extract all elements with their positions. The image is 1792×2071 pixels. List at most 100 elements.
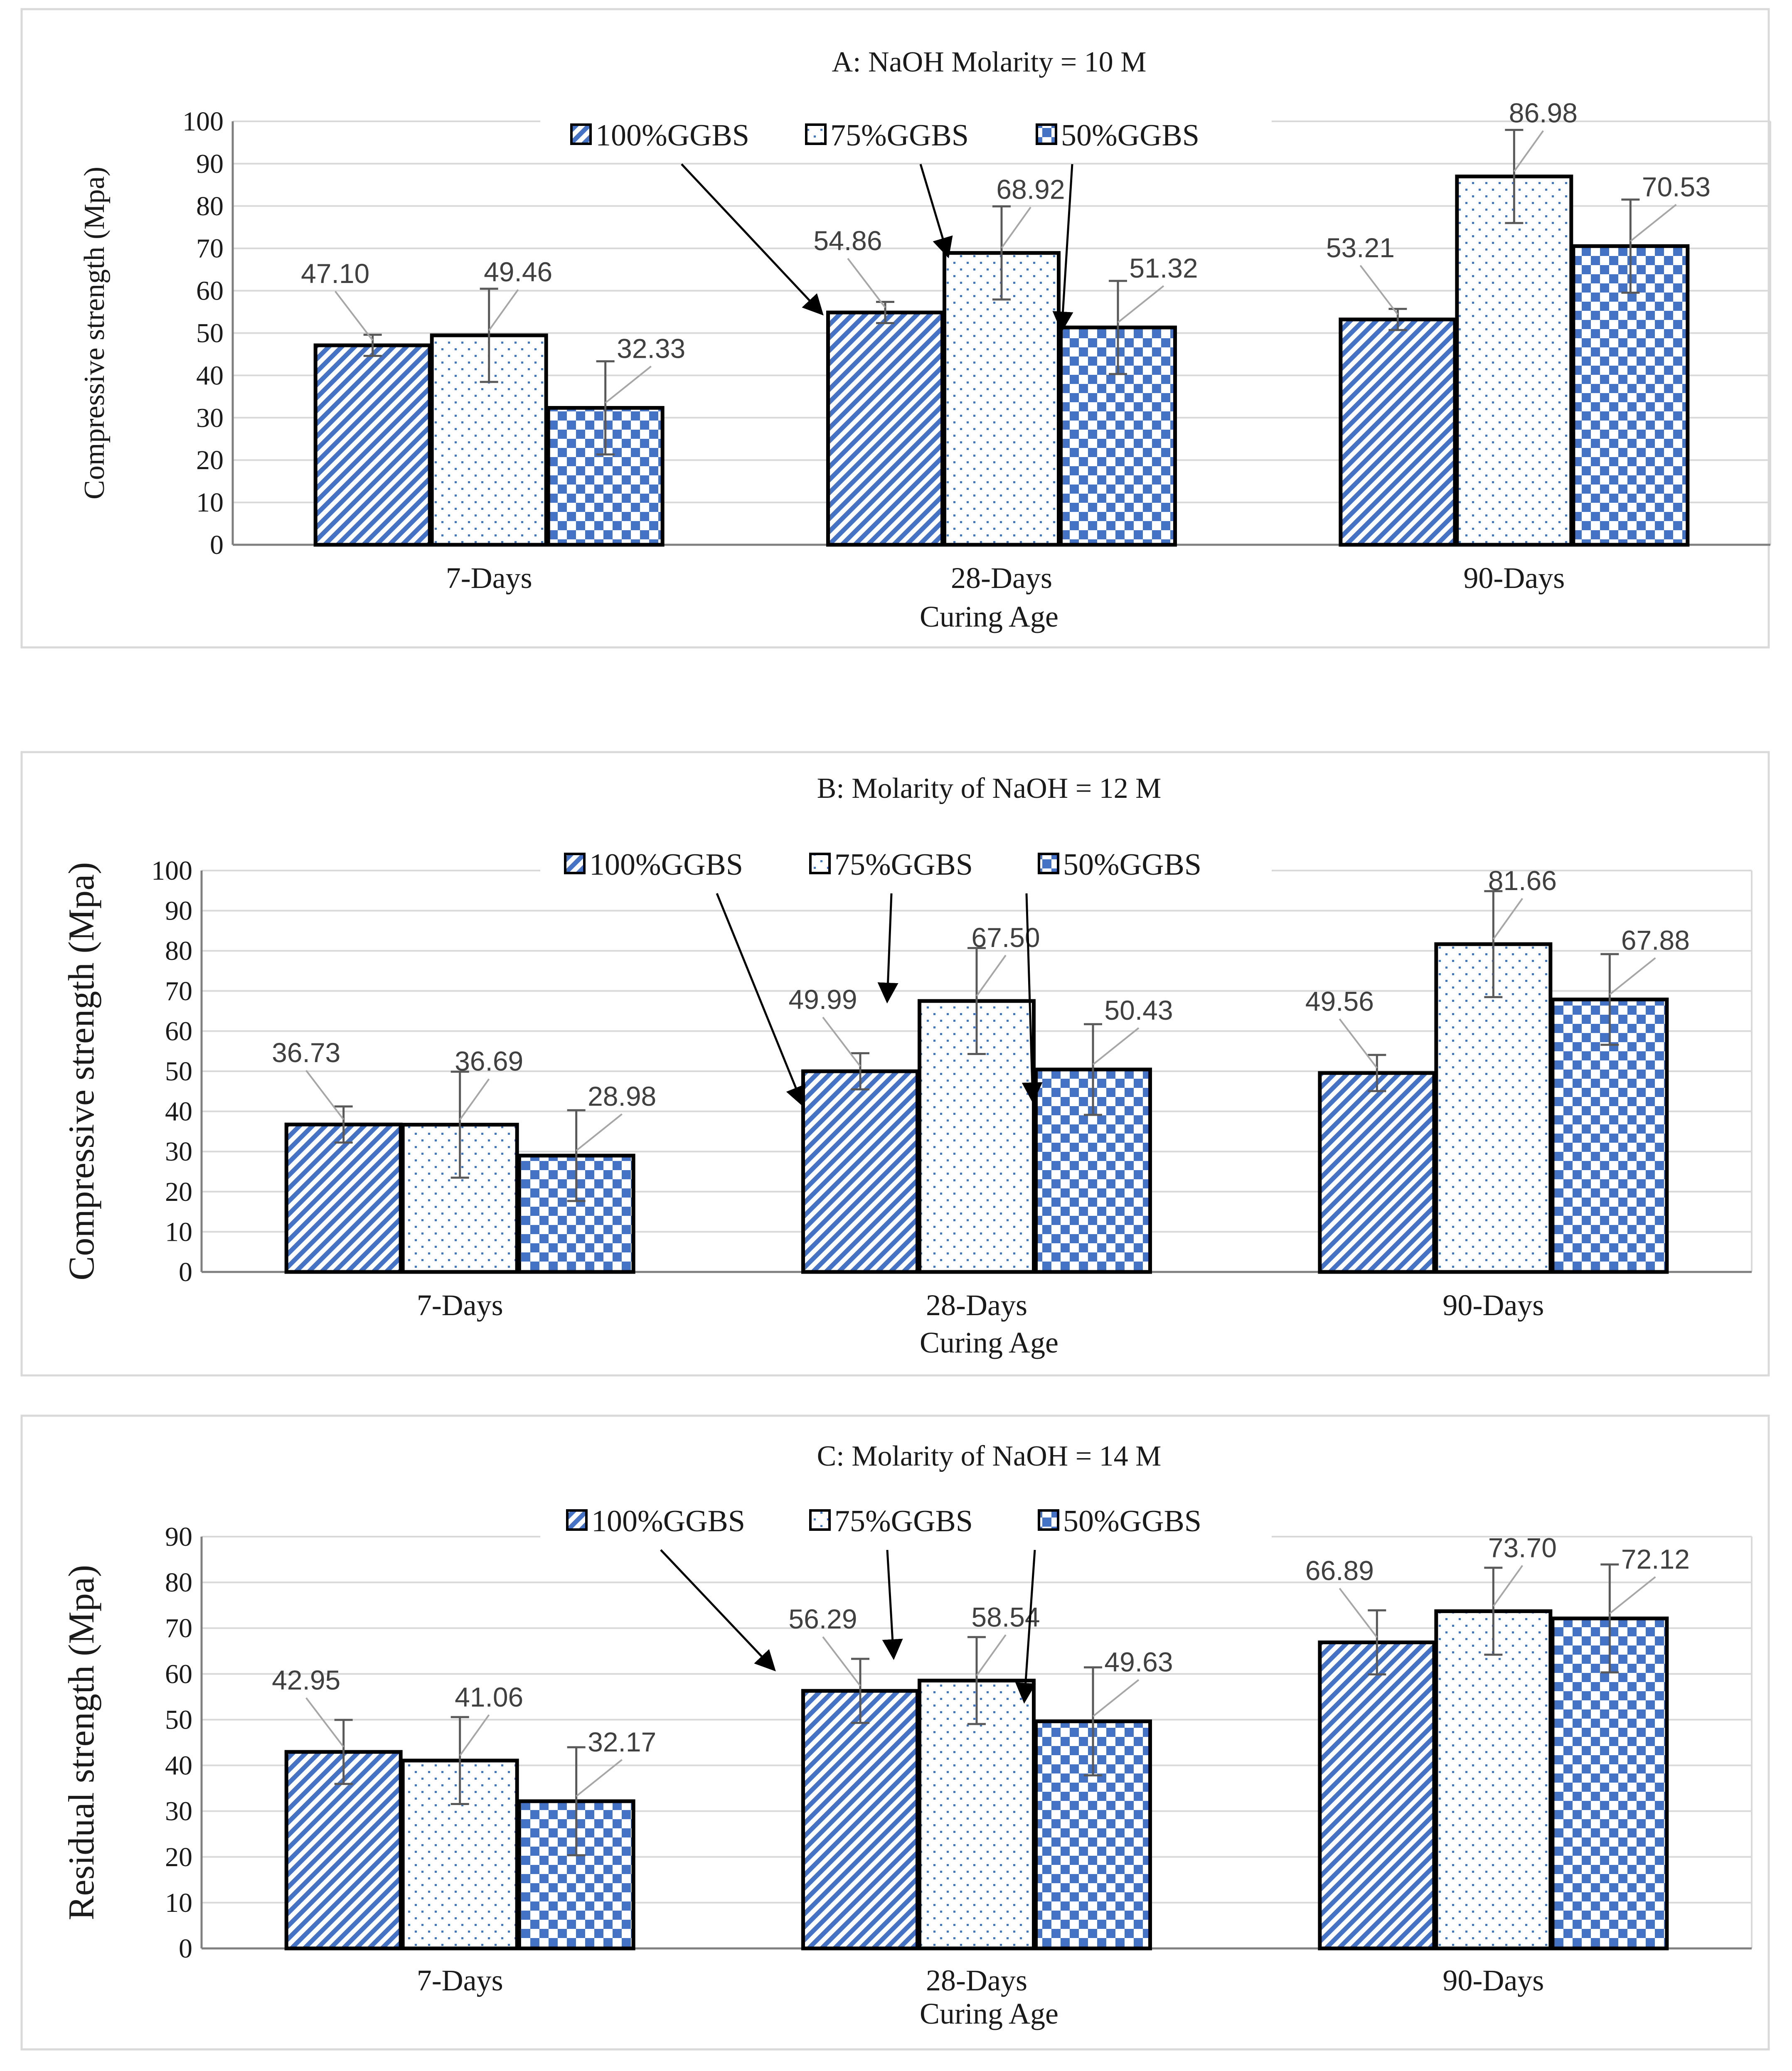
- data-label: 81.66: [1488, 865, 1557, 896]
- y-tick-label: 10: [196, 487, 224, 518]
- legend-swatch-g75: [809, 853, 831, 874]
- y-tick-label: 50: [196, 318, 224, 349]
- chart-panel-1: A: NaOH Molarity = 10 M 0 10 20 30 40 50 60 70 80…: [20, 8, 1771, 649]
- legend-label-g50: 50%GGBS: [1061, 118, 1199, 152]
- data-label-leader: [1492, 1565, 1523, 1607]
- chart-title: C: Molarity of NaOH = 14 M: [817, 1440, 1162, 1472]
- y-tick-label: 60: [165, 1659, 192, 1689]
- data-label: 36.73: [272, 1037, 340, 1068]
- chart-panel-2: B: Molarity of NaOH = 12 M 0 10 20 30 40 50 60 7…: [20, 751, 1770, 1377]
- legend-label-g100: 100%GGBS: [596, 118, 749, 152]
- data-label-leader: [488, 289, 519, 331]
- data-label-leader: [1117, 285, 1164, 323]
- y-tick-label: 10: [165, 1217, 192, 1247]
- data-label: 66.89: [1305, 1555, 1374, 1586]
- y-tick-label: 80: [165, 936, 192, 966]
- x-category-label: 90-Days: [1463, 561, 1565, 595]
- legend-label-g75: 75%GGBS: [834, 1504, 973, 1538]
- data-label: 53.21: [1326, 232, 1395, 263]
- data-label: 73.70: [1488, 1532, 1557, 1563]
- legend-backdrop: [540, 1502, 1272, 1548]
- y-tick-label: 40: [165, 1751, 192, 1781]
- bar-g100: [1339, 317, 1457, 547]
- legend-swatch-g50: [1038, 1509, 1059, 1531]
- y-tick-label: 20: [165, 1842, 192, 1872]
- bar-g100: [826, 310, 944, 547]
- data-label-leader: [847, 258, 886, 308]
- y-tick-label: 0: [179, 1933, 192, 1964]
- data-label-leader: [576, 1113, 623, 1151]
- y-tick-label: 100: [151, 856, 192, 886]
- legend-label-g50: 50%GGBS: [1063, 848, 1201, 882]
- bar-g75: [1434, 942, 1553, 1274]
- y-axis-title: Compressive strength (Mpa): [62, 862, 102, 1281]
- x-category-label: 7-Days: [417, 1964, 503, 1997]
- y-tick-label: 60: [165, 1016, 192, 1046]
- y-tick-label: 20: [196, 445, 224, 475]
- y-tick-label: 30: [165, 1796, 192, 1827]
- bar-g100: [1318, 1640, 1436, 1950]
- bar-g100: [801, 1689, 919, 1950]
- data-label: 36.69: [455, 1046, 523, 1077]
- legend-arrow: [681, 163, 824, 316]
- y-tick-label: 30: [165, 1136, 192, 1167]
- bar-g75: [1434, 1609, 1553, 1950]
- y-tick-label: 70: [165, 1613, 192, 1643]
- y-tick-label: 10: [165, 1888, 192, 1918]
- data-label-leader: [335, 290, 374, 341]
- y-axis-title: Residual strength (Mpa): [62, 1565, 102, 1920]
- data-label-leader: [1092, 1027, 1140, 1065]
- x-category-label: 28-Days: [951, 561, 1052, 595]
- y-tick-label: 90: [165, 1522, 192, 1552]
- data-label-leader: [1001, 207, 1031, 248]
- data-label-leader: [1339, 1018, 1378, 1069]
- y-tick-label: 30: [196, 403, 224, 433]
- legend-arrow: [716, 893, 806, 1107]
- data-label: 47.10: [301, 258, 369, 289]
- y-tick-label: 60: [196, 276, 224, 306]
- data-label-leader: [305, 1697, 345, 1748]
- y-tick-label: 90: [165, 896, 192, 926]
- bar-g100: [801, 1069, 919, 1274]
- legend-arrow: [877, 893, 898, 1004]
- bar-g75: [1455, 175, 1573, 547]
- x-category-label: 7-Days: [446, 561, 532, 595]
- data-label-leader: [605, 365, 652, 404]
- legend-swatch-g100: [570, 123, 592, 145]
- data-label-leader: [459, 1078, 490, 1120]
- data-label-leader: [822, 1016, 861, 1067]
- legend-arrow: [1022, 893, 1043, 1103]
- legend-swatch-g100: [564, 853, 586, 874]
- legend-label-g100: 100%GGBS: [589, 848, 743, 882]
- data-label: 67.50: [971, 922, 1040, 953]
- data-label-leader: [1609, 957, 1656, 995]
- legend-backdrop: [540, 116, 1272, 162]
- data-label-leader: [1492, 898, 1523, 940]
- data-label-leader: [1092, 1679, 1140, 1717]
- y-tick-label: 80: [165, 1567, 192, 1598]
- y-tick-label: 70: [165, 976, 192, 1006]
- data-label-leader: [1513, 130, 1544, 172]
- y-tick-label: 80: [196, 191, 224, 221]
- legend-label-g50: 50%GGBS: [1063, 1504, 1201, 1538]
- data-label: 28.98: [588, 1081, 656, 1112]
- x-axis-title: Curing Age: [920, 600, 1058, 633]
- x-category-label: 28-Days: [926, 1289, 1027, 1322]
- y-tick-label: 40: [165, 1097, 192, 1127]
- data-label: 49.63: [1104, 1647, 1173, 1677]
- legend-arrow: [882, 1550, 903, 1660]
- data-label-leader: [305, 1070, 345, 1120]
- data-label: 68.92: [996, 174, 1065, 205]
- bar-g75: [918, 1678, 1036, 1950]
- data-label: 32.33: [617, 333, 685, 364]
- data-label: 49.46: [484, 256, 552, 287]
- data-label: 56.29: [788, 1604, 857, 1634]
- data-label: 42.95: [272, 1665, 340, 1695]
- y-tick-label: 50: [165, 1705, 192, 1735]
- legend-label-g75: 75%GGBS: [830, 118, 969, 152]
- data-label-leader: [822, 1636, 861, 1687]
- legend-swatch-g100: [566, 1509, 588, 1531]
- data-label: 49.99: [788, 984, 857, 1015]
- y-tick-label: 100: [182, 106, 224, 137]
